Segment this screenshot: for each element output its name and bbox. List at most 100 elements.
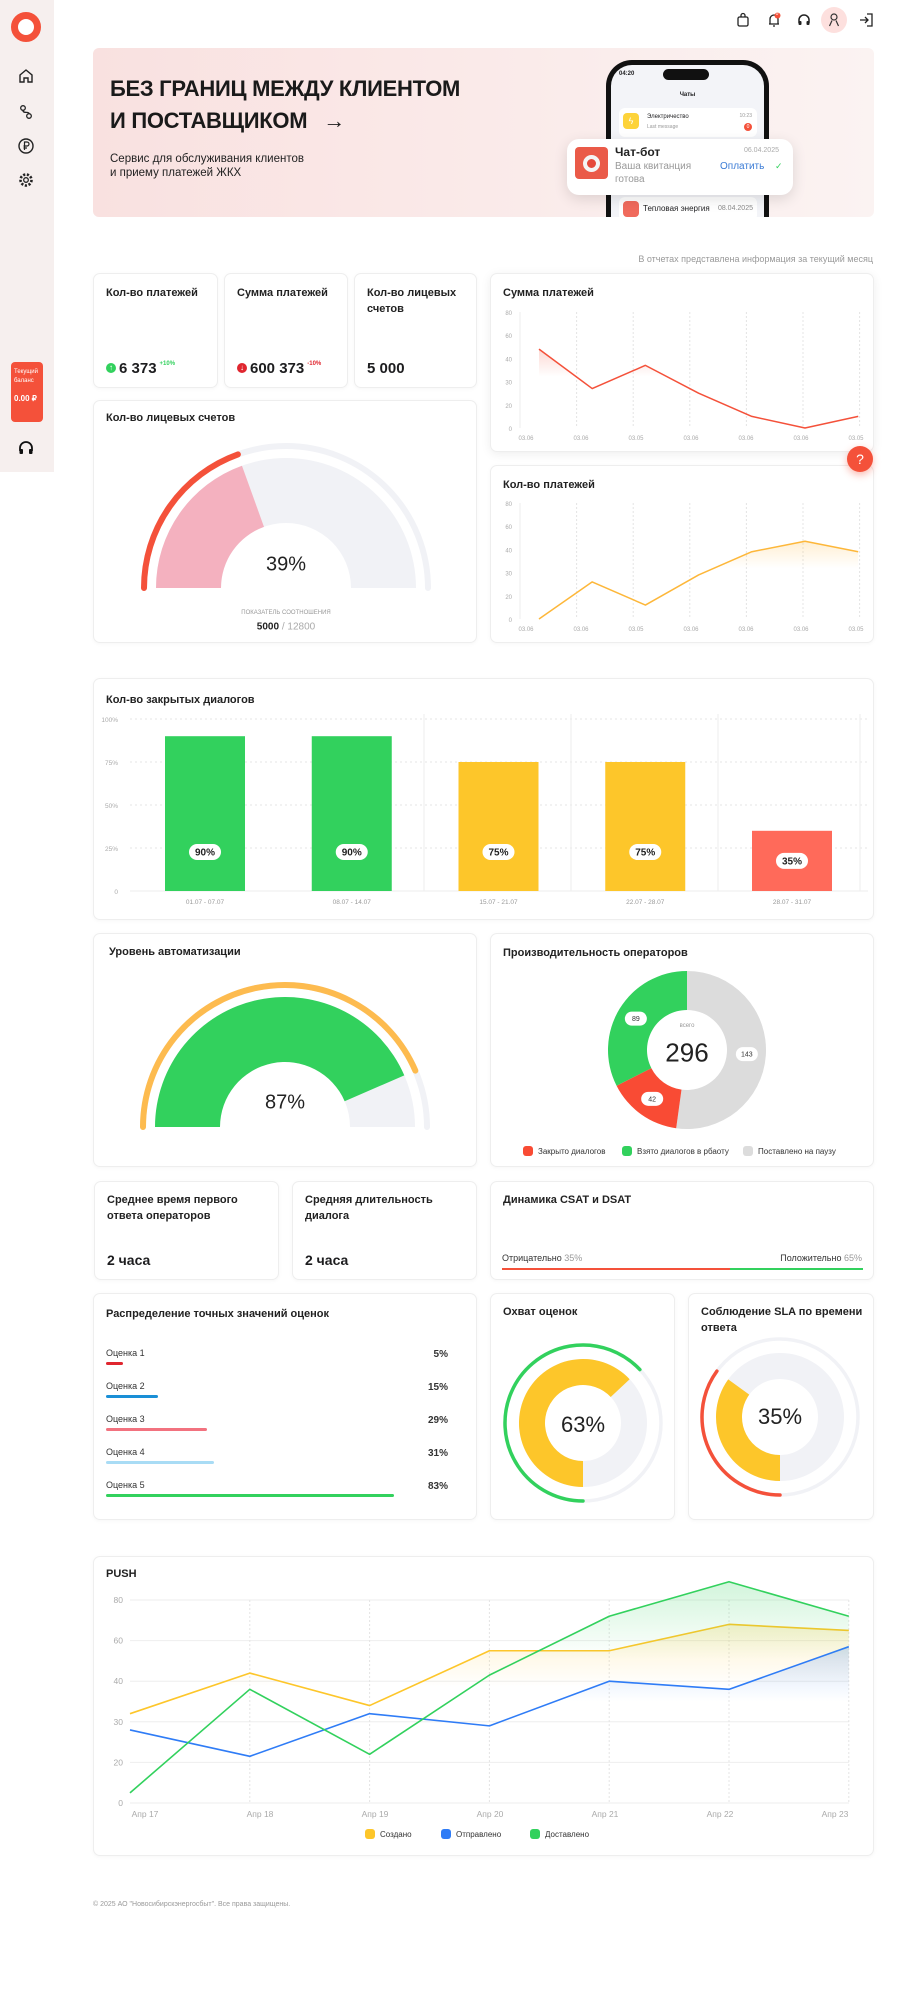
x-tick-label: 01.07 - 07.07 (186, 899, 225, 906)
bar (458, 762, 539, 891)
ratio-current: 5000 (256, 621, 280, 633)
y-tick-label: 20 (505, 595, 512, 601)
automation-gauge-fill (155, 996, 405, 1127)
kpi-number: 6 373 (119, 360, 157, 377)
y-tick-label: 75% (105, 760, 118, 767)
bar-label: 75% (635, 848, 655, 859)
rating-bar (106, 1428, 207, 1431)
banner-subtitle: Сервис для обслуживания клиентов (110, 153, 304, 165)
gauge-percent: 87% (264, 1091, 306, 1114)
balance-value: 0.00 ₽ (14, 394, 37, 403)
chat-icon (623, 201, 639, 217)
y-tick-label: 0 (118, 1798, 123, 1808)
positive-value: 65% (843, 1253, 862, 1263)
logo[interactable] (11, 12, 41, 42)
gauge-percent: 39% (265, 553, 307, 576)
donut-center-value: 296 (665, 1037, 709, 1068)
bar-label: 35% (782, 856, 802, 867)
balance-label: Текущий (14, 369, 38, 375)
balance-card[interactable]: Текущий баланс 0.00 ₽ (11, 362, 43, 422)
y-tick-label: 30 (505, 381, 512, 387)
bar (605, 762, 686, 891)
avatar[interactable] (821, 7, 847, 33)
y-tick-label: 40 (505, 548, 512, 554)
bar (165, 736, 245, 891)
series-area (539, 349, 859, 428)
chatbot-notification[interactable]: Чат-бот 06.04.2025 Ваша квитанция готова… (567, 139, 793, 195)
x-tick-label: Апр 18 (247, 1809, 274, 1819)
headset-icon[interactable] (17, 439, 35, 457)
kpi-delta: +10% (159, 361, 176, 367)
positive-bar (730, 1268, 863, 1270)
y-tick-label: 60 (505, 525, 512, 531)
y-tick-label: 30 (114, 1717, 124, 1727)
legend-swatch (622, 1146, 632, 1156)
bar-label-pill (189, 844, 221, 860)
x-tick-label: 03.06 (518, 627, 534, 633)
y-tick-label: 0 (114, 889, 118, 896)
headset-icon[interactable] (796, 12, 812, 28)
chat-item: ϟ Электричество Last message 10:23 0 (619, 108, 757, 137)
rating-percent: 15% (427, 1382, 448, 1393)
legend-item: Создано (365, 1829, 412, 1839)
legend-label: Отправлено (456, 1829, 502, 1839)
negative-label: Отрицательно 35% (502, 1253, 582, 1263)
banner-title: И ПОСТАВЩИКОМ → (110, 108, 345, 134)
x-tick-label: 03.06 (518, 436, 534, 442)
rating-bar (106, 1395, 159, 1398)
y-tick-label: 0 (509, 618, 513, 624)
legend-item: Отправлено (441, 1829, 501, 1839)
kpi-title: Кол-во лицевых счетов (367, 285, 456, 317)
arrow-up-icon: ↑ (106, 363, 116, 373)
card-title: Среднее время первого ответа операторов (107, 1192, 238, 1224)
x-tick-label: 03.06 (573, 627, 589, 633)
slice-label-pill (624, 1011, 647, 1026)
notification-badge: 0 (775, 11, 779, 17)
arrow-right-icon[interactable]: → (323, 108, 345, 133)
negative-value: 35% (564, 1253, 583, 1263)
y-tick-label: 25% (105, 846, 118, 853)
footer-copyright: © 2025 АО "Новосибирскэнергосбыт". Все п… (93, 1901, 291, 1908)
kpi-payments-sum: Сумма платежей ↓ 600 373 -10% (224, 273, 348, 388)
arrow-down-icon: ↓ (237, 363, 247, 373)
bell-icon[interactable] (766, 12, 782, 28)
x-tick-label: 03.06 (683, 627, 699, 633)
automation-gauge-arc-value (140, 981, 419, 1130)
logout-icon[interactable] (858, 12, 874, 28)
promo-banner[interactable]: БЕЗ ГРАНИЦ МЕЖДУ КЛИЕНТОМ И ПОСТАВЩИКОМ →… (93, 48, 874, 217)
metric-value: 2 часа (107, 1252, 151, 1268)
rating-percent: 31% (427, 1448, 448, 1459)
x-tick-label: 03.06 (738, 436, 754, 442)
lightning-icon: ϟ (623, 113, 639, 129)
chatbot-message: готова (615, 174, 645, 185)
legend-item: Взято диалогов в рбаоту (622, 1146, 729, 1156)
y-tick-label: 50% (105, 803, 118, 810)
phone-notch (663, 69, 709, 80)
rating-label: Оценка 5 (106, 1480, 145, 1490)
rating-label: Оценка 3 (106, 1414, 145, 1424)
gear-icon[interactable] (17, 171, 35, 189)
chat-item: Тепловая энергия 08.04.2025 (619, 197, 757, 217)
pay-link[interactable]: Оплатить (720, 161, 765, 172)
x-tick-label: 22.07 - 28.07 (626, 899, 665, 906)
ratio-total: 12800 (287, 621, 316, 633)
gauge-caption: ПОКАЗАТЕЛЬ СООТНОШЕНИЯ (241, 610, 331, 616)
positive-text: Положительно (780, 1253, 842, 1263)
y-tick-label: 100% (101, 717, 118, 724)
ruble-icon[interactable] (17, 137, 35, 155)
chatbot-logo-icon (575, 147, 608, 179)
ratio-separator: / (279, 621, 288, 633)
slice-label: 143 (741, 1052, 753, 1059)
positive-label: Положительно 65% (780, 1253, 862, 1263)
x-tick-label: 03.05 (628, 436, 644, 442)
route-icon[interactable] (17, 103, 35, 121)
accounts-gauge-fill (156, 465, 264, 588)
home-icon[interactable] (17, 67, 35, 85)
card-title: Уровень автоматизации (109, 946, 241, 958)
help-button[interactable]: ? (847, 446, 873, 472)
csat-card: Динамика CSAT и DSAT Отрицательно 35% По… (490, 1181, 874, 1280)
negative-text: Отрицательно (502, 1253, 562, 1263)
bag-icon[interactable] (735, 12, 751, 28)
coverage-percent: 63% (560, 1412, 606, 1437)
report-period-note: В отчетах представлена информация за тек… (638, 254, 873, 264)
